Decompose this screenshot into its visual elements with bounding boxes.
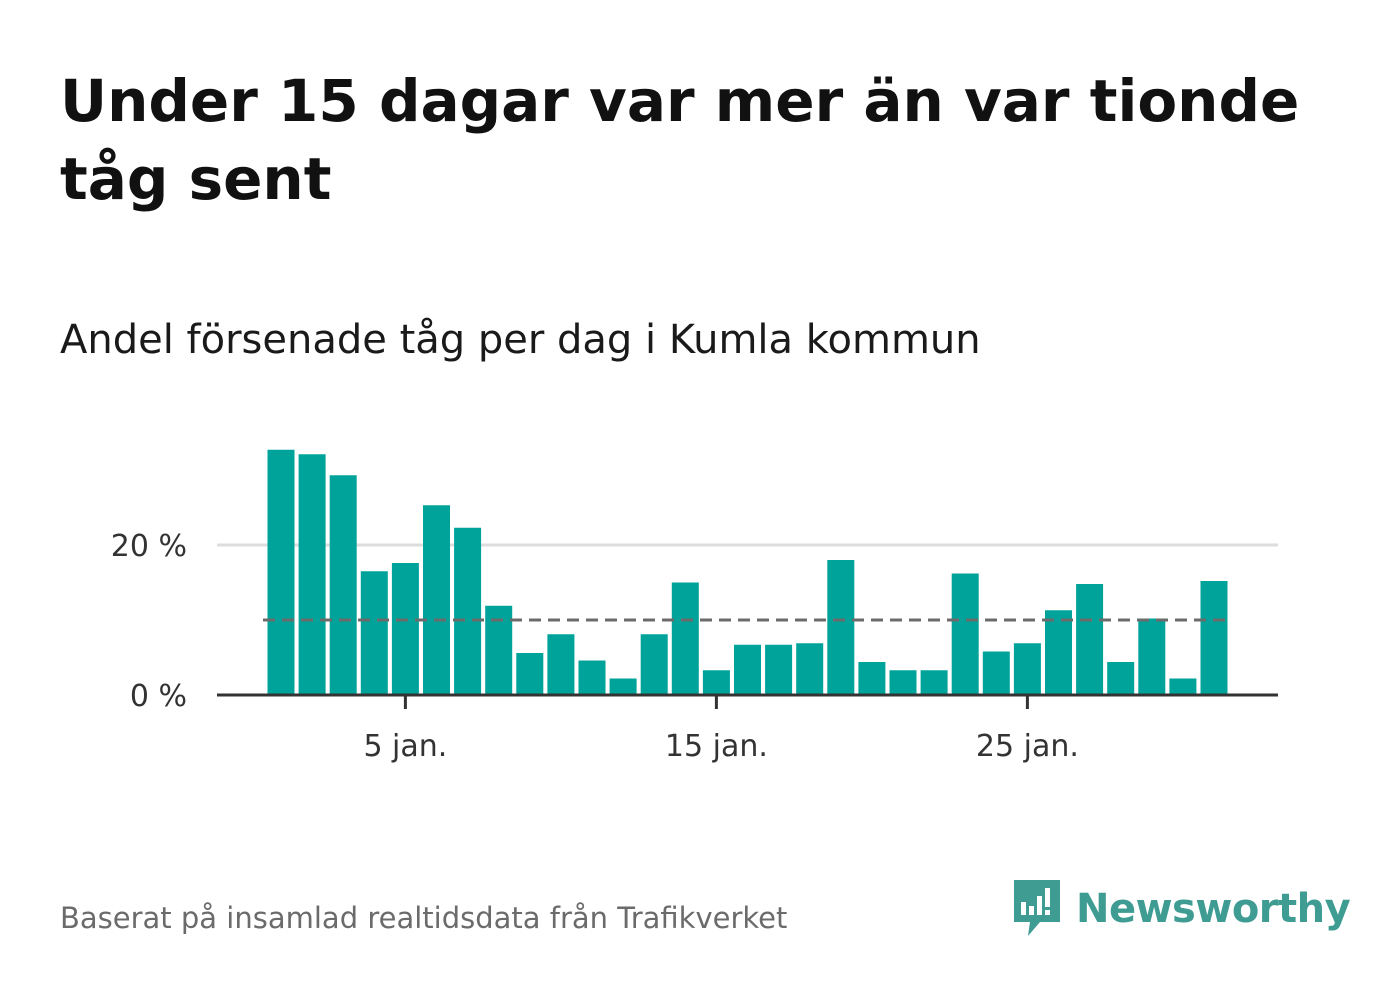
- source-note: Baserat på insamlad realtidsdata från Tr…: [60, 901, 788, 935]
- bar: [951, 573, 979, 695]
- bar: [329, 475, 357, 695]
- bar: [982, 651, 1010, 695]
- newsworthy-logo-icon: [1014, 880, 1060, 936]
- bar: [1045, 610, 1072, 695]
- bar: [671, 582, 699, 695]
- bar: [1013, 643, 1041, 695]
- bar: [1107, 662, 1135, 695]
- bar: [547, 634, 575, 695]
- bar: [454, 527, 482, 695]
- bar: [702, 670, 730, 695]
- bar: [298, 454, 326, 695]
- x-tick-label: 5 jan.: [363, 729, 447, 764]
- brand-name: Newsworthy: [1076, 886, 1351, 932]
- bar: [858, 662, 886, 695]
- chart-title: Under 15 dagar var mer än var tionde tåg…: [60, 67, 1300, 213]
- x-tick-label: 25 jan.: [976, 729, 1079, 764]
- x-tick-label: 15 jan.: [665, 729, 768, 764]
- bar: [360, 571, 388, 695]
- bar: [1200, 581, 1228, 695]
- bar: [423, 505, 450, 695]
- bar: [734, 644, 761, 695]
- bar: [609, 678, 637, 695]
- bar: [578, 660, 606, 695]
- bar: [827, 560, 855, 695]
- bar: [1138, 618, 1166, 695]
- y-tick-label: 20 %: [111, 529, 187, 564]
- bar: [391, 563, 419, 695]
- bar: [1076, 584, 1104, 695]
- brand-logo: Newsworthy: [1010, 878, 1351, 940]
- bar: [640, 634, 668, 695]
- bar: [516, 653, 544, 695]
- bar: [1169, 678, 1197, 695]
- y-tick-label: 0 %: [130, 679, 187, 714]
- bar: [765, 644, 793, 695]
- bar: [796, 643, 824, 695]
- bar: [889, 670, 917, 695]
- bar: [920, 670, 948, 695]
- chart-subtitle: Andel försenade tåg per dag i Kumla komm…: [60, 317, 981, 363]
- bar: [267, 449, 295, 695]
